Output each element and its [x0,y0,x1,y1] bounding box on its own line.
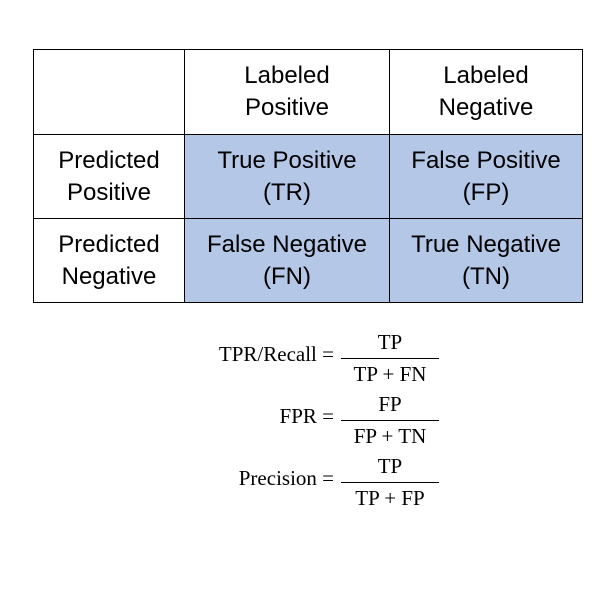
cell-true-positive: True Positive (TR) [184,134,390,219]
fraction-denominator: TP + FN [353,362,427,386]
fraction-denominator: TP + FP [355,486,425,510]
formula-lhs: FPR = [279,404,334,428]
fraction-bar [341,420,439,421]
formula-fraction: TP TP + FN [341,328,439,388]
cell-true-negative-line-2: (TN) [462,262,510,290]
fraction-numerator: FP [378,392,402,416]
cell-false-positive: False Positive (FP) [389,134,583,219]
header-labeled-positive-line-1: Labeled [244,62,330,89]
row-label-predicted-positive: Predicted Positive [33,134,185,219]
header-labeled-negative-line-1: Labeled [443,62,529,89]
row-label-predicted-negative: Predicted Negative [33,218,185,303]
header-labeled-positive: Labeled Positive [184,49,390,135]
fraction-bar [341,482,439,483]
cell-false-negative-line-2: (FN) [263,262,311,290]
fraction-bar [341,358,439,359]
cell-false-negative-line-1: False Negative [206,230,368,258]
confusion-matrix-table: Labeled Positive Labeled Negative Predic… [33,49,583,303]
cell-false-positive-line-2: (FP) [462,178,510,206]
cell-true-positive-line-2: (TR) [263,178,311,206]
row-label-line-2: Negative [61,262,157,290]
formula-fpr: FPR = FP FP + TN [0,390,610,450]
fraction-numerator: TP [377,330,403,354]
cell-true-negative-line-1: True Negative [411,230,561,258]
formula-fraction: TP TP + FP [341,452,439,512]
row-label-line-2: Positive [66,178,152,206]
cell-false-negative: False Negative (FN) [184,218,390,303]
cell-false-positive-line-1: False Positive [411,146,561,174]
header-row: Labeled Positive Labeled Negative [33,49,583,135]
formula-tpr-recall: TPR/Recall = TP TP + FN [0,328,610,388]
fraction-denominator: FP + TN [353,424,427,448]
header-labeled-negative: Labeled Negative [389,49,583,135]
corner-cell [33,49,185,135]
cell-true-positive-line-1: True Positive [217,146,357,174]
row-label-line-1: Predicted [58,230,160,258]
header-labeled-positive-line-2: Positive [244,94,330,121]
formula-fraction: FP FP + TN [341,390,439,450]
row-label-line-1: Predicted [58,146,160,174]
row-predicted-positive: Predicted Positive True Positive (TR) Fa… [33,134,583,219]
formula-lhs: Precision = [238,466,334,490]
cell-true-negative: True Negative (TN) [389,218,583,303]
formula-lhs: TPR/Recall = [218,342,334,366]
formula-precision: Precision = TP TP + FP [0,452,610,512]
row-predicted-negative: Predicted Negative False Negative (FN) T… [33,218,583,303]
fraction-numerator: TP [377,454,403,478]
header-labeled-negative-line-2: Negative [438,94,534,121]
